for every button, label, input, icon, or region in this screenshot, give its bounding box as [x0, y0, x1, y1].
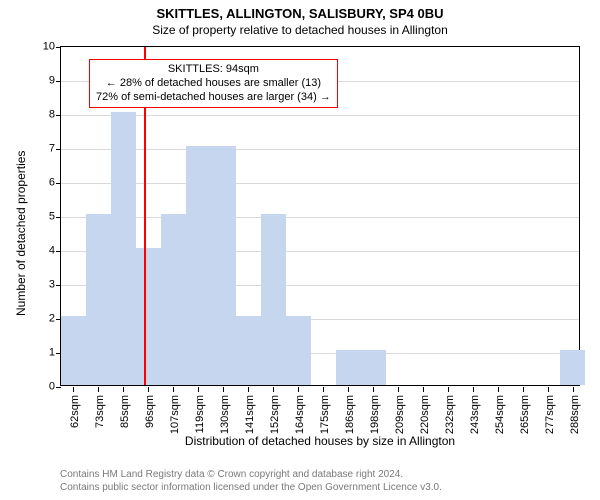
histogram-bar	[236, 316, 261, 385]
histogram-bar	[136, 248, 161, 385]
histogram-bar	[86, 214, 111, 385]
xtick-mark	[423, 387, 424, 392]
xtick-mark	[198, 387, 199, 392]
ytick-label: 2	[31, 314, 55, 325]
footer-attribution: Contains HM Land Registry data © Crown c…	[60, 468, 442, 494]
plot-area: 01234567891062sqm73sqm85sqm96sqm107sqm11…	[60, 46, 580, 386]
ytick-label: 7	[31, 144, 55, 155]
chart-title: SKITTLES, ALLINGTON, SALISBURY, SP4 0BU	[0, 0, 600, 21]
xtick-label: 209sqm	[395, 395, 406, 434]
xtick-mark	[348, 387, 349, 392]
ytick-mark	[56, 183, 61, 184]
ytick-mark	[56, 81, 61, 82]
gridline	[61, 217, 579, 218]
xtick-label: 164sqm	[295, 395, 306, 434]
ytick-label: 6	[31, 178, 55, 189]
ytick-label: 9	[31, 76, 55, 87]
annotation-line-3: 72% of semi-detached houses are larger (…	[96, 91, 331, 103]
ytick-label: 0	[31, 382, 55, 393]
xtick-mark	[173, 387, 174, 392]
ytick-label: 8	[31, 110, 55, 121]
xtick-mark	[123, 387, 124, 392]
xtick-label: 119sqm	[195, 395, 206, 433]
xtick-label: 85sqm	[120, 395, 131, 428]
x-axis-label: Distribution of detached houses by size …	[60, 434, 580, 448]
xtick-label: 288sqm	[570, 395, 581, 434]
ytick-label: 5	[31, 212, 55, 223]
xtick-mark	[273, 387, 274, 392]
chart-subtitle: Size of property relative to detached ho…	[0, 21, 600, 37]
annotation-line-1: SKITTLES: 94sqm	[168, 63, 259, 75]
xtick-label: 265sqm	[520, 395, 531, 434]
xtick-label: 141sqm	[245, 395, 256, 434]
xtick-mark	[148, 387, 149, 392]
xtick-mark	[448, 387, 449, 392]
ytick-label: 10	[31, 42, 55, 53]
histogram-bar	[261, 214, 286, 385]
ytick-label: 1	[31, 348, 55, 359]
y-axis-label: Number of detached properties	[14, 151, 28, 316]
ytick-label: 3	[31, 280, 55, 291]
xtick-label: 175sqm	[320, 395, 331, 434]
xtick-label: 107sqm	[170, 395, 181, 434]
footer-line-1: Contains HM Land Registry data © Crown c…	[60, 469, 403, 480]
annotation-box: SKITTLES: 94sqm ← 28% of detached houses …	[89, 59, 338, 108]
xtick-label: 73sqm	[95, 395, 106, 428]
xtick-mark	[73, 387, 74, 392]
xtick-label: 198sqm	[370, 395, 381, 434]
xtick-label: 277sqm	[545, 395, 556, 434]
ytick-mark	[56, 217, 61, 218]
histogram-bar	[560, 350, 585, 385]
xtick-mark	[573, 387, 574, 392]
xtick-label: 243sqm	[470, 395, 481, 434]
xtick-mark	[323, 387, 324, 392]
xtick-mark	[248, 387, 249, 392]
xtick-label: 186sqm	[345, 395, 356, 434]
xtick-mark	[398, 387, 399, 392]
ytick-mark	[56, 285, 61, 286]
xtick-mark	[548, 387, 549, 392]
xtick-label: 96sqm	[145, 395, 156, 428]
ytick-mark	[56, 47, 61, 48]
xtick-label: 220sqm	[420, 395, 431, 434]
gridline	[61, 115, 579, 116]
xtick-mark	[523, 387, 524, 392]
gridline	[61, 183, 579, 184]
chart-container: SKITTLES, ALLINGTON, SALISBURY, SP4 0BU …	[0, 0, 600, 500]
histogram-bar	[186, 146, 211, 385]
xtick-mark	[373, 387, 374, 392]
xtick-mark	[98, 387, 99, 392]
ytick-mark	[56, 149, 61, 150]
xtick-mark	[298, 387, 299, 392]
histogram-bar	[336, 350, 361, 385]
xtick-label: 152sqm	[270, 395, 281, 434]
ytick-mark	[56, 387, 61, 388]
xtick-mark	[473, 387, 474, 392]
histogram-bar	[61, 316, 86, 385]
histogram-bar	[361, 350, 386, 385]
xtick-label: 232sqm	[445, 395, 456, 434]
ytick-mark	[56, 251, 61, 252]
annotation-line-2: ← 28% of detached houses are smaller (13…	[106, 77, 321, 89]
ytick-mark	[56, 115, 61, 116]
xtick-label: 62sqm	[70, 395, 81, 428]
histogram-bar	[286, 316, 311, 385]
xtick-mark	[498, 387, 499, 392]
gridline	[61, 149, 579, 150]
xtick-label: 254sqm	[495, 395, 506, 434]
footer-line-2: Contains public sector information licen…	[60, 482, 442, 493]
histogram-bar	[211, 146, 236, 385]
xtick-label: 130sqm	[220, 395, 231, 434]
histogram-bar	[111, 112, 136, 385]
ytick-label: 4	[31, 246, 55, 257]
histogram-bar	[161, 214, 186, 385]
xtick-mark	[223, 387, 224, 392]
